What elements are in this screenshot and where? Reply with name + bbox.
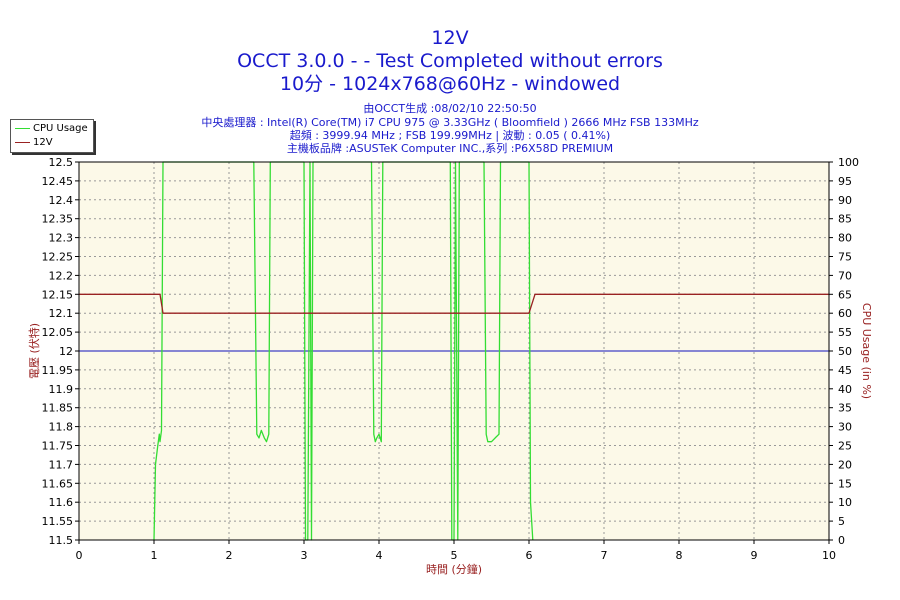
x-tick-label: 1	[151, 549, 158, 562]
motherboard-info: 主機板品牌 :ASUSTeK Computer INC.,系列 :P6X58D …	[286, 142, 614, 155]
y-left-tick-label: 12	[59, 345, 73, 358]
y-right-tick-label: 60	[838, 307, 852, 320]
y-right-tick-label: 95	[838, 175, 852, 188]
legend-label-cpu: CPU Usage	[33, 123, 88, 134]
x-tick-label: 2	[226, 549, 233, 562]
chart-subtitle: OCCT 3.0.0 - - Test Completed without er…	[237, 50, 663, 72]
y-right-tick-label: 0	[838, 534, 845, 547]
y-left-tick-label: 12.5	[49, 156, 74, 169]
chart-title: 12V	[431, 27, 469, 49]
legend-item-cpu-usage: CPU Usage	[15, 122, 88, 135]
y-right-tick-label: 70	[838, 269, 852, 282]
y-left-tick-label: 11.55	[42, 515, 74, 528]
x-axis-label: 時間 (分鐘)	[426, 562, 482, 576]
y-left-tick-label: 12.45	[42, 175, 74, 188]
y-axis-left-label: 電壓 (伏特)	[27, 323, 41, 379]
y-left-tick-label: 12.4	[49, 194, 74, 207]
y-right-tick-label: 10	[838, 496, 852, 509]
y-right-tick-label: 40	[838, 383, 852, 396]
y-left-tick-label: 11.9	[49, 383, 74, 396]
legend-item-12v: 12V	[15, 136, 53, 149]
y-right-tick-label: 55	[838, 326, 852, 339]
x-tick-label: 10	[822, 549, 836, 562]
legend-swatch-12v	[15, 141, 30, 143]
overclock-info: 超頻 : 3999.94 MHz ; FSB 199.99MHz | 波動 : …	[289, 129, 611, 142]
y-right-tick-label: 5	[838, 515, 845, 528]
x-tick-label: 7	[601, 549, 608, 562]
y-right-tick-label: 25	[838, 440, 852, 453]
x-tick-label: 5	[451, 549, 458, 562]
y-left-tick-label: 11.65	[42, 477, 74, 490]
y-left-tick-label: 12.15	[42, 288, 74, 301]
y-right-tick-label: 35	[838, 402, 852, 415]
legend-label-12v: 12V	[33, 137, 53, 148]
y-right-tick-label: 100	[838, 156, 859, 169]
y-right-tick-label: 85	[838, 213, 852, 226]
y-left-tick-label: 11.85	[42, 402, 74, 415]
generated-info: 由OCCT生成 :08/02/10 22:50:50	[363, 102, 537, 115]
y-right-tick-label: 90	[838, 194, 852, 207]
x-tick-label: 6	[526, 549, 533, 562]
axes	[75, 161, 833, 544]
y-left-tick-label: 11.75	[42, 440, 74, 453]
y-left-tick-label: 11.95	[42, 364, 74, 377]
y-right-tick-label: 65	[838, 288, 852, 301]
y-right-tick-label: 80	[838, 232, 852, 245]
y-left-tick-label: 12.05	[42, 326, 74, 339]
y-right-tick-label: 50	[838, 345, 852, 358]
y-left-tick-label: 12.35	[42, 213, 74, 226]
y-right-tick-label: 45	[838, 364, 852, 377]
x-tick-label: 3	[301, 549, 308, 562]
test-info: 10分 - 1024x768@60Hz - windowed	[279, 73, 621, 95]
y-right-tick-label: 75	[838, 251, 852, 264]
y-left-tick-label: 12.1	[49, 307, 74, 320]
x-tick-label: 9	[751, 549, 758, 562]
x-tick-label: 0	[76, 549, 83, 562]
y-left-tick-label: 12.2	[49, 269, 74, 282]
y-right-tick-label: 30	[838, 421, 852, 434]
series-line-12v	[79, 293, 829, 314]
y-left-tick-label: 11.7	[49, 458, 74, 471]
x-tick-label: 8	[676, 549, 683, 562]
y-right-tick-label: 20	[838, 458, 852, 471]
legend-swatch-cpu	[15, 127, 30, 129]
legend: CPU Usage 12V	[10, 119, 94, 153]
y-axis-right-label: CPU Usage (in %)	[860, 303, 873, 399]
y-left-tick-label: 11.5	[49, 534, 74, 547]
y-left-tick-label: 12.3	[49, 232, 74, 245]
y-right-tick-label: 15	[838, 477, 852, 490]
y-left-tick-label: 11.6	[49, 496, 74, 509]
x-tick-label: 4	[376, 549, 383, 562]
y-left-tick-label: 11.8	[49, 421, 74, 434]
cpu-info: 中央處理器 : Intel(R) Core(TM) i7 CPU 975 @ 3…	[201, 116, 699, 129]
y-left-tick-label: 12.25	[42, 251, 74, 264]
